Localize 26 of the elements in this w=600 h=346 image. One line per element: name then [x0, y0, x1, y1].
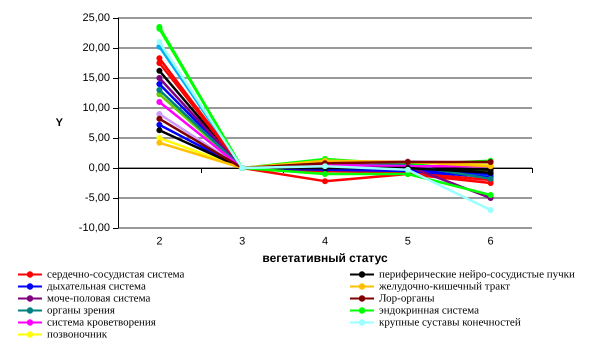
- legend-label: сердечно-сосудистая система: [47, 268, 184, 280]
- y-tick-label: -5,00: [84, 192, 110, 204]
- legend-label: система кроветворения: [47, 316, 156, 328]
- y-axis-title: Y: [56, 117, 64, 129]
- legend-label: крупные суставы конечностей: [379, 316, 521, 328]
- legend-label: органы зрения: [47, 304, 115, 316]
- y-tick-label: 0,00: [88, 162, 110, 174]
- y-tick-label: 15,00: [82, 72, 110, 84]
- x-tick-label: 5: [404, 236, 411, 248]
- y-tick-label: -10,00: [78, 222, 110, 234]
- y-tick-label: 10,00: [82, 102, 110, 114]
- legend-label: дыхательная система: [47, 280, 146, 292]
- y-tick-label: 5,00: [88, 132, 110, 144]
- legend-label: Лор-органы: [379, 292, 436, 304]
- x-tick-label: 6: [488, 236, 494, 248]
- y-tick-label: 20,00: [82, 42, 110, 54]
- legend-label: позвоночник: [47, 328, 108, 340]
- x-tick-label: 2: [156, 236, 162, 248]
- legend-label: моче-половая система: [47, 292, 150, 304]
- y-tick-label: 25,00: [82, 12, 110, 24]
- legend-label: периферические нейро-сосудистые пучки: [379, 268, 575, 280]
- x-axis-title: вегетативный статус: [262, 250, 388, 265]
- legend-label: эндокринная система: [379, 304, 480, 316]
- legend-label: желудочно-кишечный тракт: [378, 280, 510, 292]
- x-tick-label: 4: [322, 236, 328, 248]
- x-tick-label: 3: [239, 236, 246, 248]
